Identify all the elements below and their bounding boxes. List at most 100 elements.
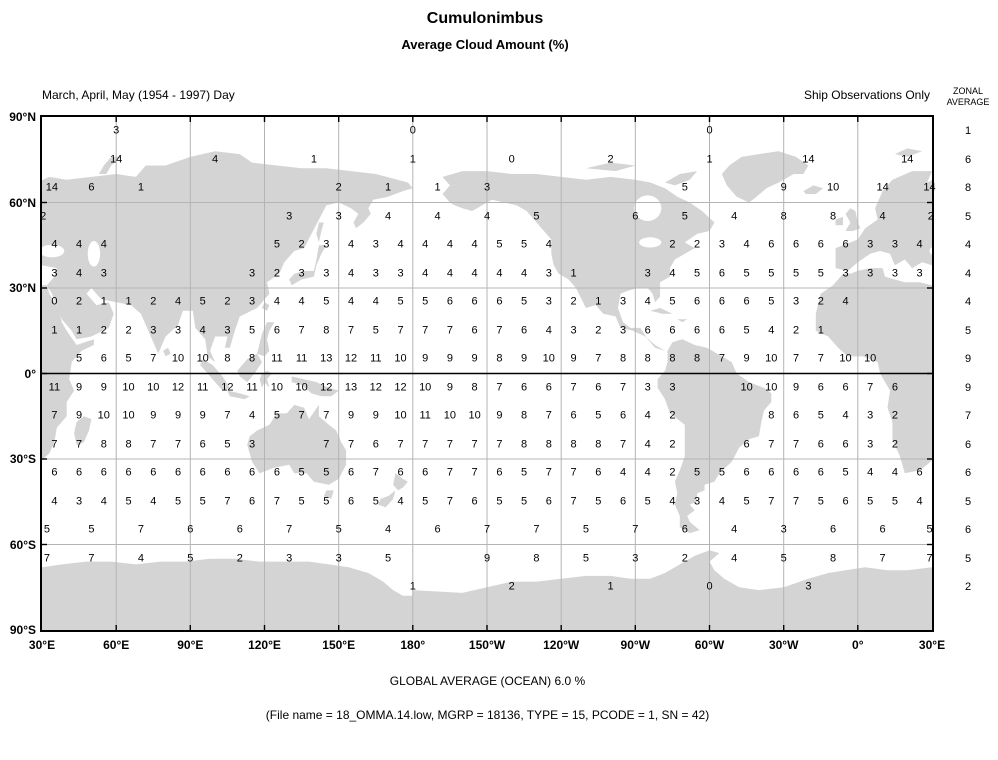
cell-value-0-10N-c7: 8 bbox=[224, 352, 231, 365]
cell-value-10S-20S-c15: 11 bbox=[419, 409, 431, 422]
cell-value-0-10S-c31: 6 bbox=[817, 381, 824, 394]
cell-value-10S-20S-c32: 4 bbox=[842, 409, 849, 422]
cell-value-20S-30S-c23: 7 bbox=[619, 438, 627, 451]
cell-value-60S-70S-c1.5: 7 bbox=[88, 552, 95, 565]
cell-value-30N-40N-c25: 4 bbox=[669, 267, 676, 280]
cell-value-40N-50N-c27: 3 bbox=[718, 238, 725, 251]
cell-value-20S-30S-c13: 6 bbox=[372, 438, 379, 451]
cell-value-40S-50S-c4: 4 bbox=[150, 495, 157, 508]
cell-value-20N-30N-c22: 1 bbox=[595, 295, 602, 308]
cell-value-10S-20S-c25: 2 bbox=[669, 409, 676, 422]
cell-value-40N-50N-c26: 2 bbox=[694, 238, 701, 251]
cell-value-20N-30N-c32: 4 bbox=[842, 295, 849, 308]
cell-value-0-10N-c6: 10 bbox=[196, 352, 209, 365]
cell-value-50S-60S-c-0.3: 5 bbox=[43, 523, 50, 536]
cell-value-30N-40N-c18: 4 bbox=[496, 267, 503, 280]
cell-value-20S-30S-c6: 6 bbox=[199, 438, 206, 451]
cell-value-20S-30S-c7: 5 bbox=[224, 438, 231, 451]
zonal-average-header: ZONAL AVERAGE bbox=[938, 86, 998, 108]
zonal-average-value-10S-20S: 7 bbox=[964, 410, 972, 423]
cell-value-0-10S-c1: 9 bbox=[76, 381, 83, 394]
cell-value-0-10N-c22: 7 bbox=[595, 352, 602, 365]
cell-value-0-10S-c3: 10 bbox=[122, 381, 135, 394]
cell-value-30N-40N-c24: 3 bbox=[644, 267, 651, 280]
cell-value-20S-30S-c12: 7 bbox=[347, 438, 355, 451]
cell-value-0-10N-c1: 5 bbox=[76, 352, 83, 365]
cell-value-0-10S-c5: 12 bbox=[171, 381, 185, 394]
cell-value-40S-50S-c21: 7 bbox=[570, 495, 577, 508]
cell-value-70N-80N-c6.5: 4 bbox=[212, 153, 219, 166]
cell-value-20S-30S-c8: 3 bbox=[249, 438, 256, 451]
zonal-average-value-60S-70S: 5 bbox=[964, 552, 972, 565]
zonal-average-value-60N-70N: 8 bbox=[964, 182, 972, 195]
cell-value-60S-70S-c5.5: 5 bbox=[187, 552, 194, 565]
cell-value-20N-30N-c28: 6 bbox=[743, 295, 750, 308]
cell-value-30N-40N-c11: 3 bbox=[323, 267, 330, 280]
cell-value-50S-60S-c21.5: 5 bbox=[582, 523, 589, 536]
cell-value-70S-80S-c18.5: 2 bbox=[508, 580, 515, 593]
cell-value-10S-20S-c16: 10 bbox=[443, 409, 457, 422]
cell-value-30N-40N-c8: 3 bbox=[249, 267, 256, 280]
cell-value-30S-40S-c21: 7 bbox=[570, 466, 577, 479]
cell-value-50N-60N-c33.5: 4 bbox=[879, 210, 886, 223]
page-subtitle: Average Cloud Amount (%) bbox=[401, 37, 569, 52]
cell-value-0-10S-c2: 9 bbox=[100, 381, 107, 394]
x-axis-label-60degE: 60°E bbox=[103, 638, 130, 652]
cell-value-10S-20S-c33: 3 bbox=[867, 409, 874, 422]
zonal-average-value-0-10N: 9 bbox=[964, 353, 972, 366]
cell-value-10N-20N-c10: 7 bbox=[298, 324, 305, 337]
cell-value-0-10S-c16: 9 bbox=[446, 381, 453, 394]
cell-value-20N-30N-c29: 5 bbox=[768, 295, 775, 308]
cell-value-0-10N-c18: 8 bbox=[496, 352, 503, 365]
cell-value-10N-20N-c13: 5 bbox=[372, 324, 379, 337]
y-axis-label-60degS: 60°S bbox=[9, 537, 36, 552]
cell-value-30S-40S-c34: 4 bbox=[891, 466, 898, 479]
cell-value-40S-50S-c17: 6 bbox=[471, 495, 478, 508]
cell-value-40S-50S-c9: 7 bbox=[273, 495, 280, 508]
cell-value-20S-30S-c34: 2 bbox=[891, 438, 898, 451]
cell-value-30N-40N-c20: 3 bbox=[545, 267, 552, 280]
cell-value-40S-50S-c19: 5 bbox=[521, 495, 528, 508]
cell-value-30S-40S-c17: 7 bbox=[471, 466, 478, 479]
cell-value-0-10N-c29: 10 bbox=[765, 352, 778, 365]
cell-value-40S-50S-c12: 6 bbox=[347, 495, 355, 508]
cell-value-40S-50S-c10: 5 bbox=[298, 495, 305, 508]
cell-value-30S-40S-c26: 5 bbox=[694, 466, 701, 479]
cell-value-10S-20S-c5: 9 bbox=[174, 409, 182, 422]
cell-value-10N-20N-c20: 4 bbox=[545, 324, 552, 337]
cell-value-40N-50N-c1: 4 bbox=[76, 238, 83, 251]
cell-value-20S-30S-c3: 8 bbox=[125, 438, 132, 451]
cell-value-10N-20N-c25: 6 bbox=[669, 324, 676, 337]
cell-value-10S-20S-c31: 5 bbox=[817, 409, 824, 422]
cell-value-10N-20N-c26: 6 bbox=[694, 324, 701, 337]
cell-value-40S-50S-c13: 5 bbox=[372, 495, 379, 508]
cell-value-20S-30S-c24: 4 bbox=[644, 438, 651, 451]
cell-value-50S-60S-c19.5: 7 bbox=[533, 523, 540, 536]
cell-value-40N-50N-c20: 4 bbox=[545, 238, 552, 251]
cell-value-30S-40S-c4: 6 bbox=[150, 466, 157, 479]
cell-value-20S-30S-c32: 6 bbox=[842, 438, 849, 451]
cell-value-20N-30N-c31: 2 bbox=[817, 295, 824, 308]
cell-value-0-10N-c26: 8 bbox=[694, 352, 701, 365]
x-axis-label-150degE: 150°E bbox=[322, 638, 356, 652]
cell-value-30S-40S-c3: 6 bbox=[125, 466, 132, 479]
cell-value-40N-50N-c13: 3 bbox=[372, 238, 379, 251]
cell-value-70N-80N-c18.5: 0 bbox=[508, 153, 515, 166]
cell-value-10S-20S-c9: 5 bbox=[273, 409, 280, 422]
cell-value-0-10N-c25: 8 bbox=[669, 352, 676, 365]
cell-value-30S-40S-c30: 6 bbox=[792, 466, 800, 479]
cell-value-10N-20N-c30: 2 bbox=[792, 324, 800, 337]
cell-value-70N-80N-c2.5: 14 bbox=[110, 153, 123, 166]
cell-value-50S-60S-c15.5: 6 bbox=[434, 523, 441, 536]
cell-value-50S-60S-c33.5: 6 bbox=[879, 523, 886, 536]
cell-value-10N-20N-c1: 1 bbox=[76, 324, 83, 337]
cell-value-0-10S-c32: 6 bbox=[842, 381, 849, 394]
cell-value-0-10N-c15: 9 bbox=[422, 352, 429, 365]
cell-value-10N-20N-c18: 7 bbox=[496, 324, 503, 337]
cell-value-60S-70S-c31.5: 8 bbox=[830, 552, 837, 565]
cell-value-30N-40N-c19: 4 bbox=[521, 267, 528, 280]
cell-value-20N-30N-c12: 4 bbox=[347, 295, 355, 308]
cell-value-40N-50N-c18: 5 bbox=[496, 238, 503, 251]
file-info-label: (File name = 18_OMMA.14.low, MGRP = 1813… bbox=[265, 708, 710, 722]
cell-value-0-10N-c17: 9 bbox=[471, 352, 478, 365]
